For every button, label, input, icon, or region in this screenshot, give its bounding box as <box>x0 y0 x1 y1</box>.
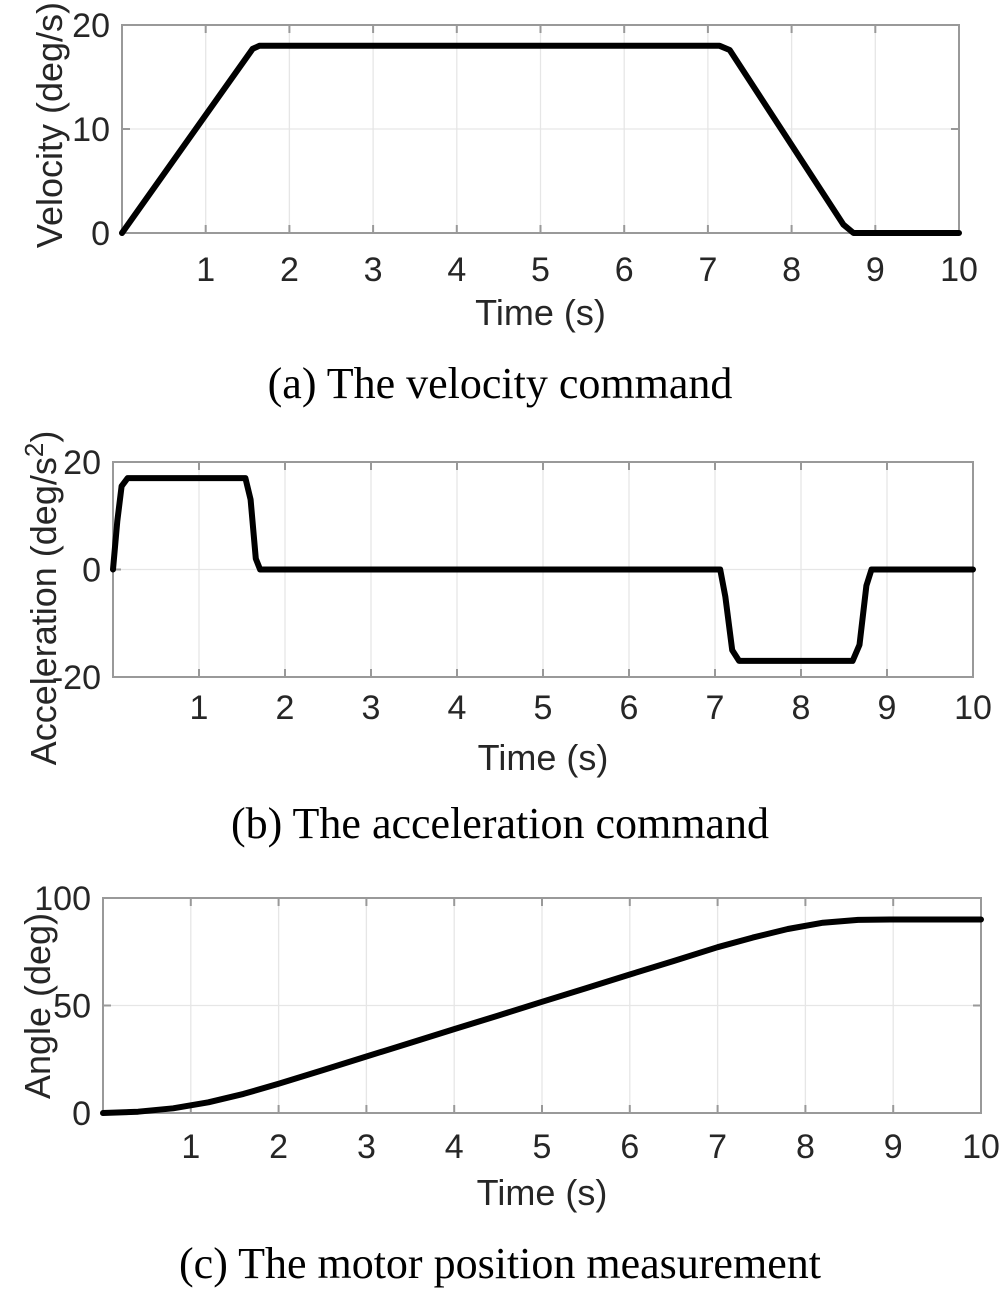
acceleration-y-axis-label-close: ) <box>23 430 64 443</box>
x-tick-label: 4 <box>448 689 467 727</box>
velocity-series-line <box>119 42 962 236</box>
x-tick-label: 3 <box>357 1128 376 1166</box>
x-tick-label: 2 <box>280 251 299 289</box>
acceleration-series-line <box>110 475 976 664</box>
y-tick-label: -20 <box>52 659 101 697</box>
y-tick-label: 20 <box>63 444 101 482</box>
caption-a: (a) The velocity command <box>267 359 733 408</box>
caption-c: (c) The motor position measurement <box>179 1239 821 1288</box>
x-tick-label: 8 <box>792 689 811 727</box>
velocity-plot: 1 2 3 4 5 6 7 8 9 10 0 10 20 <box>72 7 978 289</box>
x-tick-label: 4 <box>445 1128 464 1166</box>
x-tick-label: 10 <box>954 689 992 727</box>
acceleration-y-axis-label-text: Acceleration (deg/s <box>23 457 64 766</box>
y-tick-label: 0 <box>91 215 110 253</box>
x-tick-label: 6 <box>615 251 634 289</box>
y-tick-label: 10 <box>72 111 110 149</box>
x-tick-label: 1 <box>190 689 209 727</box>
y-tick-label: 0 <box>82 552 101 590</box>
angle-x-axis-label: Time (s) <box>476 1172 608 1213</box>
x-tick-label: 5 <box>531 251 550 289</box>
x-tick-label: 9 <box>866 251 885 289</box>
velocity-x-axis-label: Time (s) <box>475 292 606 333</box>
panel-angle: 1 2 3 4 5 6 7 8 9 10 0 50 100 Angle (deg) Time (s) <box>0 880 1000 1289</box>
x-tick-label: 10 <box>940 251 978 289</box>
x-tick-label: 7 <box>698 251 717 289</box>
x-tick-label: 8 <box>782 251 801 289</box>
y-tick-label: 50 <box>53 988 91 1026</box>
acceleration-y-axis-label-superscript: 2 <box>19 442 49 458</box>
panel-velocity: 1 2 3 4 5 6 7 8 9 10 0 10 20 Velocity (deg/s) Time (… <box>0 0 1000 440</box>
acceleration-y-axis-label: Acceleration (deg/s2) <box>19 431 65 766</box>
y-tick-label: 20 <box>72 7 110 45</box>
x-tick-label: 6 <box>620 1128 639 1166</box>
caption-b: (b) The acceleration command <box>231 799 769 848</box>
x-tick-label: 3 <box>362 689 381 727</box>
angle-series-line <box>100 916 984 1116</box>
x-tick-label: 1 <box>196 251 215 289</box>
x-tick-label: 2 <box>269 1128 288 1166</box>
x-tick-label: 7 <box>706 689 725 727</box>
x-tick-label: 5 <box>534 689 553 727</box>
x-tick-label: 5 <box>533 1128 552 1166</box>
x-tick-label: 3 <box>364 251 383 289</box>
x-tick-label: 1 <box>181 1128 200 1166</box>
x-tick-label: 2 <box>276 689 295 727</box>
x-tick-label: 8 <box>796 1128 815 1166</box>
angle-y-axis-label: Angle (deg) <box>17 912 58 1100</box>
acceleration-plot: 1 2 3 4 5 6 7 8 9 10 -20 0 20 <box>52 444 992 727</box>
x-tick-label: 10 <box>962 1128 1000 1166</box>
acceleration-x-axis-label: Time (s) <box>477 737 609 778</box>
y-tick-label: 0 <box>72 1095 91 1133</box>
x-tick-label: 4 <box>447 251 466 289</box>
panel-acceleration: 1 2 3 4 5 6 7 8 9 10 -20 0 20 Acceleration (deg/s2) … <box>0 431 1000 880</box>
y-tick-label: 100 <box>34 880 91 918</box>
x-tick-label: 7 <box>708 1128 727 1166</box>
x-tick-label: 6 <box>620 689 639 727</box>
velocity-y-axis-label: Velocity (deg/s) <box>29 1 70 249</box>
x-tick-label: 9 <box>878 689 897 727</box>
x-tick-label: 9 <box>884 1128 903 1166</box>
